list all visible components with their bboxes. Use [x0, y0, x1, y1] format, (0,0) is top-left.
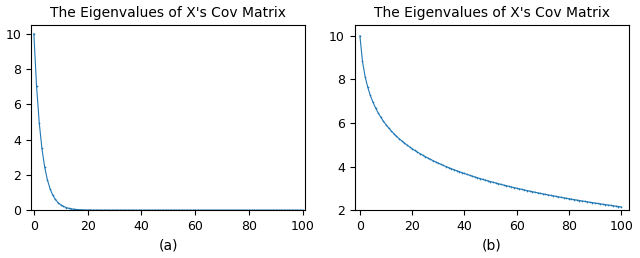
X-axis label: (a): (a) [159, 238, 178, 252]
X-axis label: (b): (b) [482, 238, 502, 252]
Title: The Eigenvalues of X's Cov Matrix: The Eigenvalues of X's Cov Matrix [51, 6, 286, 20]
Title: The Eigenvalues of X's Cov Matrix: The Eigenvalues of X's Cov Matrix [374, 6, 610, 20]
